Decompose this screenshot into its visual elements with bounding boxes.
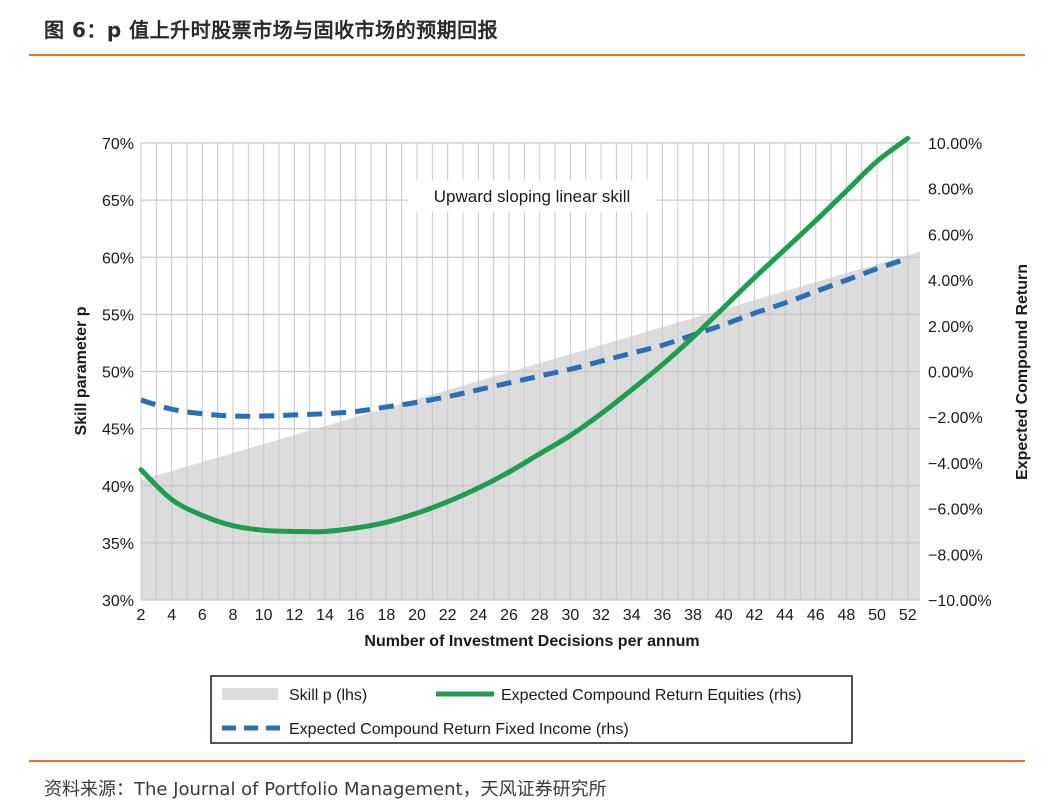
right-axis-title: Expected Compound Return (1014, 264, 1031, 480)
x-tick-label: 42 (745, 607, 763, 624)
x-tick-label: 10 (255, 607, 273, 624)
skill-area (141, 251, 920, 600)
left-tick-label: 40% (102, 479, 134, 496)
left-tick-label: 70% (102, 136, 134, 153)
x-tick-label: 36 (653, 607, 671, 624)
title-rule (29, 54, 1025, 56)
x-tick-label: 46 (807, 607, 825, 624)
x-tick-label: 16 (347, 607, 365, 624)
x-tick-label: 52 (899, 607, 917, 624)
left-tick-label: 30% (102, 593, 134, 610)
x-tick-label: 32 (592, 607, 610, 624)
x-tick-label: 30 (561, 607, 579, 624)
x-tick-label: 22 (439, 607, 457, 624)
x-tick-label: 8 (229, 607, 238, 624)
x-tick-label: 6 (198, 607, 207, 624)
legend-label-fixed-income: Expected Compound Return Fixed Income (r… (289, 721, 629, 738)
x-tick-label: 48 (837, 607, 855, 624)
right-tick-label: −6.00% (928, 502, 983, 519)
x-tick-label: 2 (137, 607, 146, 624)
x-tick-label: 24 (469, 607, 487, 624)
right-tick-label: −4.00% (928, 456, 983, 473)
right-tick-label: 6.00% (928, 227, 973, 244)
right-tick-label: 4.00% (928, 273, 973, 290)
source-note: 资料来源：The Journal of Portfolio Management… (44, 779, 607, 800)
x-tick-label: 38 (684, 607, 702, 624)
legend-label-skill: Skill p (lhs) (289, 687, 367, 704)
left-tick-label: 35% (102, 536, 134, 553)
x-tick-label: 12 (285, 607, 303, 624)
right-tick-label: 0.00% (928, 365, 973, 382)
figure-title: 图 6：p 值上升时股票市场与固收市场的预期回报 (44, 18, 499, 42)
fixed-income-line (140, 256, 909, 419)
right-tick-label: 10.00% (928, 136, 982, 153)
x-axis-title: Number of Investment Decisions per annum (364, 633, 699, 650)
right-tick-label: −2.00% (928, 410, 983, 427)
x-tick-label: 34 (623, 607, 641, 624)
left-tick-label: 65% (102, 193, 134, 210)
legend-label-equities: Expected Compound Return Equities (rhs) (501, 687, 802, 704)
legend-frame (210, 675, 853, 744)
x-tick-label: 50 (868, 607, 886, 624)
x-tick-label: 26 (500, 607, 518, 624)
x-tick-label: 20 (408, 607, 426, 624)
annotation-background (408, 180, 656, 212)
left-tick-label: 50% (102, 365, 134, 382)
left-tick-label: 55% (102, 307, 134, 324)
right-tick-label: 8.00% (928, 182, 973, 199)
x-tick-label: 40 (715, 607, 733, 624)
legend-swatch-skill (222, 688, 278, 700)
source-rule (29, 760, 1025, 762)
left-axis-title: Skill parameter p (73, 306, 90, 435)
chart: 30%35%40%45%50%55%60%65%70%2 4 6 8 10 12 14 16 1… (73, 135, 1031, 744)
right-tick-label: −10.00% (928, 593, 992, 610)
x-tick-label: 44 (776, 607, 794, 624)
annotation-text: Upward sloping linear skill (434, 187, 631, 206)
x-tick-label: 18 (377, 607, 395, 624)
left-tick-label: 45% (102, 422, 134, 439)
x-tick-label: 14 (316, 607, 334, 624)
x-tick-label: 28 (531, 607, 549, 624)
annotation-box: Upward sloping linear skill (408, 180, 656, 212)
legend: Skill p (lhs) Expected Compound Return E… (210, 675, 853, 744)
right-tick-label: 2.00% (928, 319, 973, 336)
right-tick-label: −8.00% (928, 547, 983, 564)
x-tick-label: 4 (167, 607, 176, 624)
equities-line (138, 135, 911, 535)
left-tick-label: 60% (102, 250, 134, 267)
